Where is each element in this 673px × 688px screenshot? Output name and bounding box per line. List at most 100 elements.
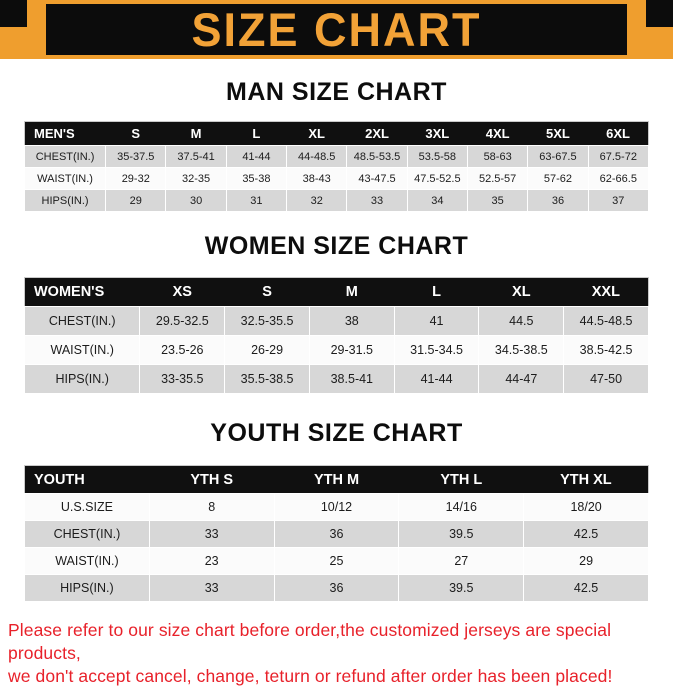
measurement-value-cell: 14/16 (398, 493, 525, 521)
measurement-value-cell: 33 (346, 189, 408, 212)
size-column-header: 6XL (588, 121, 649, 146)
measurement-value-cell: 25 (273, 547, 400, 575)
table-title-cell: MEN'S (24, 121, 106, 146)
section-mens: MAN SIZE CHART MEN'S S M L XL 2XL 3XL 4XL 5XL 6XL C… (23, 78, 650, 212)
section-youth: YOUTH SIZE CHART YOUTH YTH S YTH M YTH L YTH … (24, 419, 649, 602)
measurement-value-cell: 67.5-72 (587, 145, 650, 168)
table-row: CHEST(IN.) 29.5-32.5 32.5-35.5 38 41 44.5 44.5… (23, 306, 649, 336)
size-column-header: XS (139, 277, 225, 307)
size-column-header: XL (478, 277, 564, 307)
measurement-value-cell: 29-31.5 (308, 335, 395, 365)
measurement-value-cell: 29.5-32.5 (139, 306, 226, 336)
measurement-value-cell: 41-44 (393, 364, 480, 394)
size-column-header: YTH L (398, 465, 524, 494)
footer-note: Please refer to our size chart before or… (0, 619, 673, 688)
row-label-cell: CHEST(IN.) (23, 145, 107, 168)
measurement-value-cell: 32-35 (165, 167, 227, 190)
measurement-value-cell: 33-35.5 (139, 364, 226, 394)
footer-note-line-2: we don't accept cancel, change, teturn o… (8, 666, 613, 686)
size-column-header: L (394, 277, 479, 307)
table-row: CHEST(IN.) 33 36 39.5 42.5 (24, 520, 649, 548)
measurement-value-cell: 52.5-57 (466, 167, 529, 190)
measurement-value-cell: 34 (406, 189, 468, 212)
measurement-value-cell: 36 (273, 574, 400, 602)
measurement-value-cell: 23 (148, 547, 275, 575)
measurement-value-cell: 62-66.5 (587, 167, 650, 190)
table-row: HIPS(IN.) 33-35.5 35.5-38.5 38.5-41 41-44 44-… (23, 364, 649, 394)
measurement-value-cell: 35 (466, 189, 529, 212)
row-label-cell: HIPS(IN.) (23, 189, 107, 212)
row-label-cell: CHEST(IN.) (24, 520, 150, 548)
measurement-value-cell: 57-62 (527, 167, 589, 190)
measurement-value-cell: 36 (273, 520, 400, 548)
measurement-value-cell: 32 (286, 189, 348, 212)
measurement-value-cell: 26-29 (224, 335, 310, 365)
table-row: WAIST(IN.) 23.5-26 26-29 29-31.5 31.5-34.5 34… (23, 335, 649, 365)
size-column-header: S (224, 277, 310, 307)
measurement-value-cell: 41-44 (225, 145, 288, 168)
measurement-value-cell: 41 (393, 306, 480, 336)
size-column-header: 2XL (346, 121, 408, 146)
banner-corner-right-square (646, 0, 673, 27)
measurement-value-cell: 30 (165, 189, 227, 212)
size-column-header: XXL (563, 277, 649, 307)
measurement-value-cell: 33 (148, 520, 275, 548)
section-heading-youth: YOUTH SIZE CHART (210, 419, 463, 447)
measurement-value-cell: 32.5-35.5 (224, 306, 310, 336)
measurement-value-cell: 29 (523, 547, 649, 575)
table-row: CHEST(IN.) 35-37.5 37.5-41 41-44 44-48.5 48.5… (23, 145, 650, 168)
measurement-value-cell: 35.5-38.5 (224, 364, 310, 394)
page-title: SIZE CHART (191, 2, 482, 57)
row-label-cell: WAIST(IN.) (23, 335, 141, 365)
row-label-cell: WAIST(IN.) (24, 547, 150, 575)
measurement-value-cell: 44.5-48.5 (563, 306, 649, 336)
table-row: U.S.SIZE 8 10/12 14/16 18/20 (24, 493, 649, 521)
mens-size-table: MEN'S S M L XL 2XL 3XL 4XL 5XL 6XL CHEST(IN.) 35-37… (23, 121, 650, 212)
measurement-value-cell: 37 (587, 189, 650, 212)
youth-size-table: YOUTH YTH S YTH M YTH L YTH XL U.S.SIZE 8 10/12… (24, 465, 649, 602)
size-column-header: YTH M (274, 465, 399, 494)
measurement-value-cell: 33 (148, 574, 275, 602)
measurement-value-cell: 38.5-42.5 (563, 335, 649, 365)
measurement-value-cell: 35-37.5 (105, 145, 167, 168)
measurement-value-cell: 36 (527, 189, 589, 212)
row-label-cell: U.S.SIZE (24, 493, 150, 521)
measurement-value-cell: 39.5 (398, 520, 525, 548)
section-heading-mens: MAN SIZE CHART (226, 78, 447, 106)
table-title-cell: WOMEN'S (24, 277, 140, 307)
measurement-value-cell: 44-48.5 (286, 145, 348, 168)
measurement-value-cell: 27 (398, 547, 525, 575)
measurement-value-cell: 47.5-52.5 (406, 167, 468, 190)
measurement-value-cell: 31 (225, 189, 288, 212)
size-chart-sections: MAN SIZE CHART MEN'S S M L XL 2XL 3XL 4XL 5XL 6XL C… (0, 78, 673, 602)
section-heading-womens: WOMEN SIZE CHART (204, 232, 469, 260)
measurement-value-cell: 18/20 (523, 493, 649, 521)
row-label-cell: CHEST(IN.) (23, 306, 141, 336)
table-header-row: MEN'S S M L XL 2XL 3XL 4XL 5XL 6XL (24, 121, 649, 146)
table-header-row: WOMEN'S XS S M L XL XXL (24, 277, 649, 307)
size-column-header: YTH S (149, 465, 275, 494)
measurement-value-cell: 42.5 (523, 520, 649, 548)
measurement-value-cell: 37.5-41 (165, 145, 227, 168)
section-womens: WOMEN SIZE CHART WOMEN'S XS S M L XL XXL CHEST(I… (23, 232, 649, 394)
measurement-value-cell: 47-50 (563, 364, 649, 394)
measurement-value-cell: 23.5-26 (139, 335, 226, 365)
size-column-header: S (105, 121, 166, 146)
footer-note-line-1: Please refer to our size chart before or… (8, 620, 612, 663)
measurement-value-cell: 42.5 (523, 574, 649, 602)
row-label-cell: WAIST(IN.) (23, 167, 107, 190)
measurement-value-cell: 34.5-38.5 (478, 335, 565, 365)
measurement-value-cell: 35-38 (225, 167, 288, 190)
size-column-header: M (165, 121, 227, 146)
size-column-header: L (226, 121, 287, 146)
measurement-value-cell: 58-63 (466, 145, 529, 168)
size-column-header: YTH XL (523, 465, 649, 494)
measurement-value-cell: 44-47 (478, 364, 565, 394)
row-label-cell: HIPS(IN.) (24, 574, 150, 602)
size-column-header: XL (286, 121, 347, 146)
measurement-value-cell: 29 (105, 189, 167, 212)
size-column-header: 3XL (407, 121, 468, 146)
size-column-header: 4XL (467, 121, 528, 146)
measurement-value-cell: 43-47.5 (346, 167, 408, 190)
measurement-value-cell: 31.5-34.5 (393, 335, 480, 365)
